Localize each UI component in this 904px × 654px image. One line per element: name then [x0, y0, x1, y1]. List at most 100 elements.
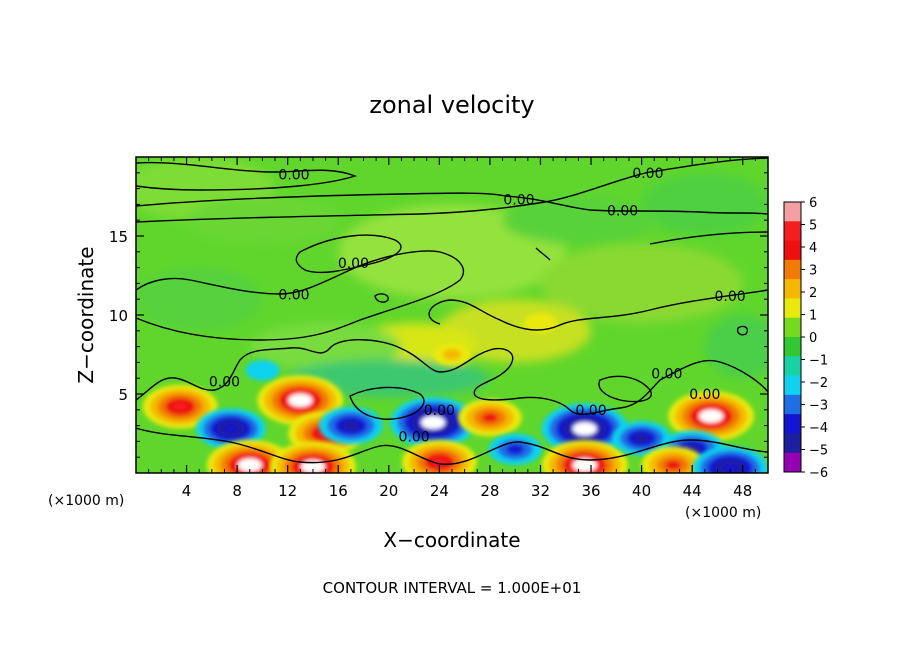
- contour-label: 0.00: [607, 204, 638, 220]
- velocity-feature: [488, 433, 542, 465]
- contour-label: 0.00: [398, 430, 429, 446]
- contour-labels: 0.00 0.00 0.00 0.00 0.00 0.00 0.00 0.00 0.00 0.00…: [209, 166, 746, 446]
- contour-line: [598, 375, 652, 403]
- contour-label: 0.00: [209, 374, 240, 390]
- colorbar-tick-label: −6: [809, 466, 828, 481]
- contour-line: [736, 325, 748, 336]
- colorbar-cell: [784, 298, 801, 319]
- colorbar-tick-label: 1: [809, 309, 817, 324]
- velocity-feature: [245, 360, 280, 381]
- colorbar-cell: [784, 356, 801, 377]
- colorbar-cell: [784, 221, 801, 242]
- velocity-feature: [269, 441, 356, 473]
- contour-label: 0.00: [651, 366, 682, 382]
- x-axis-ticks: 4 8 12 16 20 24 28 32 36 40 44 48: [148, 157, 756, 500]
- colorbar-cell: [784, 337, 801, 357]
- background-patch: [704, 315, 768, 379]
- background-patch: [249, 322, 402, 371]
- zero-contours: [136, 157, 768, 466]
- colorbar-cell: [784, 240, 801, 261]
- velocity-feature: [401, 439, 477, 473]
- contour-label: 0.00: [338, 256, 369, 272]
- contour-line: [374, 293, 389, 303]
- x-axis-label: X−coordinate: [383, 528, 520, 552]
- contour-line: [136, 157, 768, 223]
- colorbar-tick-label: −2: [809, 376, 828, 391]
- contour-label: 0.00: [278, 287, 309, 303]
- feature-core: [237, 458, 262, 472]
- contour-label: 0.00: [689, 387, 720, 403]
- heatmap-field: 0.00 0.00 0.00 0.00 0.00 0.00 0.00 0.00 0.00 0.00…: [136, 157, 768, 473]
- velocity-feature: [206, 439, 293, 473]
- colorbar-cell: [784, 433, 801, 454]
- x-tick-label: 44: [683, 482, 702, 500]
- colorbar-tick-label: 3: [809, 264, 817, 279]
- velocity-feature: [433, 343, 471, 366]
- feature-core: [300, 460, 325, 473]
- y-axis-label: Z−coordinate: [74, 246, 98, 383]
- colorbar-cell: [784, 202, 801, 222]
- feature-core: [288, 393, 313, 407]
- colorbar-tick-label: −4: [809, 421, 828, 436]
- contour-line: [649, 231, 768, 245]
- contour-line: [136, 427, 768, 466]
- x-tick-label: 16: [329, 482, 348, 500]
- contour-label: 0.00: [424, 403, 455, 419]
- background-patch: [136, 267, 263, 331]
- feature-level: [634, 433, 649, 443]
- contour-line: [295, 234, 402, 274]
- feature-level: [223, 424, 238, 433]
- velocity-feature: [641, 446, 706, 473]
- y-tick-label: 15: [109, 228, 128, 246]
- contour-label: 0.00: [714, 289, 745, 305]
- background-patch: [287, 359, 490, 398]
- x-tick-label: 32: [531, 482, 550, 500]
- feature-core: [699, 409, 724, 423]
- colorbar-tick-label: 0: [809, 331, 817, 346]
- feature-level: [481, 413, 498, 423]
- velocity-feature: [668, 390, 755, 442]
- y-axis-ticks: 5 10 15: [109, 172, 768, 458]
- feature-core: [421, 415, 446, 429]
- feature-level: [245, 360, 280, 381]
- contour-line: [136, 250, 465, 341]
- x-tick-label: 36: [581, 482, 600, 500]
- feature-level: [722, 463, 738, 473]
- colorbar-tick-label: −5: [809, 444, 828, 459]
- contour-label: 0.00: [575, 403, 606, 419]
- feature-level: [506, 444, 525, 455]
- colorbar-cell: [784, 317, 801, 338]
- contour-line: [428, 289, 768, 331]
- colorbar-tick-label: 2: [809, 286, 817, 301]
- velocity-feature: [457, 398, 522, 437]
- contour-interval-label: CONTOUR INTERVAL = 1.000E+01: [323, 579, 582, 597]
- contour-line: [136, 161, 358, 191]
- background-patch: [540, 243, 743, 323]
- y-tick-label: 10: [109, 307, 128, 325]
- colorbar: 6 5 4 3 2 1 0 −1 −2 −3 −4 −5 −6: [783, 196, 828, 481]
- feature-level: [523, 313, 558, 333]
- background-patch: [502, 196, 655, 244]
- velocity-feature: [541, 403, 628, 454]
- contour-line: [535, 247, 551, 261]
- feature-level: [442, 348, 462, 361]
- colorbar-cell: [784, 259, 801, 280]
- colorbar-tick-label: 5: [809, 219, 817, 234]
- contour-label: 0.00: [278, 167, 309, 183]
- y-tick-label: 5: [118, 386, 128, 404]
- x-tick-label: 48: [733, 482, 752, 500]
- colorbar-tick-label: 6: [809, 196, 817, 211]
- x-tick-label: 12: [278, 482, 297, 500]
- velocity-features: [142, 313, 768, 473]
- x-tick-label: 24: [430, 482, 449, 500]
- x-unit-label-right: (×1000 m): [685, 505, 761, 521]
- feature-level: [665, 460, 682, 470]
- contour-line: [349, 386, 425, 420]
- colorbar-tick-label: −3: [809, 399, 828, 414]
- contour-line: [136, 192, 768, 215]
- colorbar-tick-label: 4: [809, 241, 817, 256]
- contour-label: 0.00: [632, 166, 663, 182]
- x-tick-label: 28: [480, 482, 499, 500]
- x-unit-label-left: (×1000 m): [48, 493, 124, 509]
